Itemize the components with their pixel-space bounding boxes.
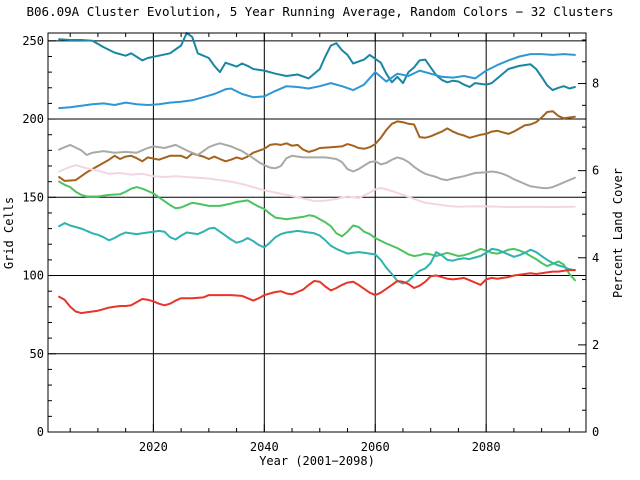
y-left-tick-label: 0 xyxy=(37,425,44,439)
y-left-tick-label: 250 xyxy=(22,34,44,48)
chart-title: B06.09A Cluster Evolution, 5 Year Runnin… xyxy=(27,4,614,19)
series-cluster-teal-dark xyxy=(58,32,576,92)
y-left-tick-label: 150 xyxy=(22,190,44,204)
plot-border xyxy=(47,32,587,433)
y-left-tick-label: 200 xyxy=(22,112,44,126)
series-cluster-cyan xyxy=(58,222,576,285)
y-right-tick-label: 4 xyxy=(592,251,599,265)
y-left-tick-label: 100 xyxy=(22,269,44,283)
series-cluster-gray xyxy=(58,142,576,190)
series-cluster-green xyxy=(58,180,576,282)
series-cluster-blue xyxy=(58,53,576,110)
x-tick-label: 2060 xyxy=(361,440,390,454)
y-axis-left-label: Grid Cells xyxy=(2,197,16,269)
y-right-tick-label: 6 xyxy=(592,164,599,178)
y-left-tick-label: 50 xyxy=(30,347,44,361)
x-axis-label: Year (2001−2098) xyxy=(259,454,375,468)
y-right-tick-label: 2 xyxy=(592,338,599,352)
series-cluster-red xyxy=(58,269,576,315)
y-axis-right-label: Percent Land Cover xyxy=(611,168,625,298)
plot-area: 2020 2040 2060 2080 0 50 100 150 200 250 0 2 4 6 8 xyxy=(22,32,599,454)
y-right-tick-label: 0 xyxy=(592,425,599,439)
series-cluster-pink xyxy=(58,164,576,208)
y-right-tick-label: 8 xyxy=(592,77,599,91)
x-tick-label: 2020 xyxy=(139,440,168,454)
x-tick-label: 2080 xyxy=(472,440,501,454)
x-tick-label: 2040 xyxy=(250,440,279,454)
series-cluster-brown xyxy=(58,110,576,182)
